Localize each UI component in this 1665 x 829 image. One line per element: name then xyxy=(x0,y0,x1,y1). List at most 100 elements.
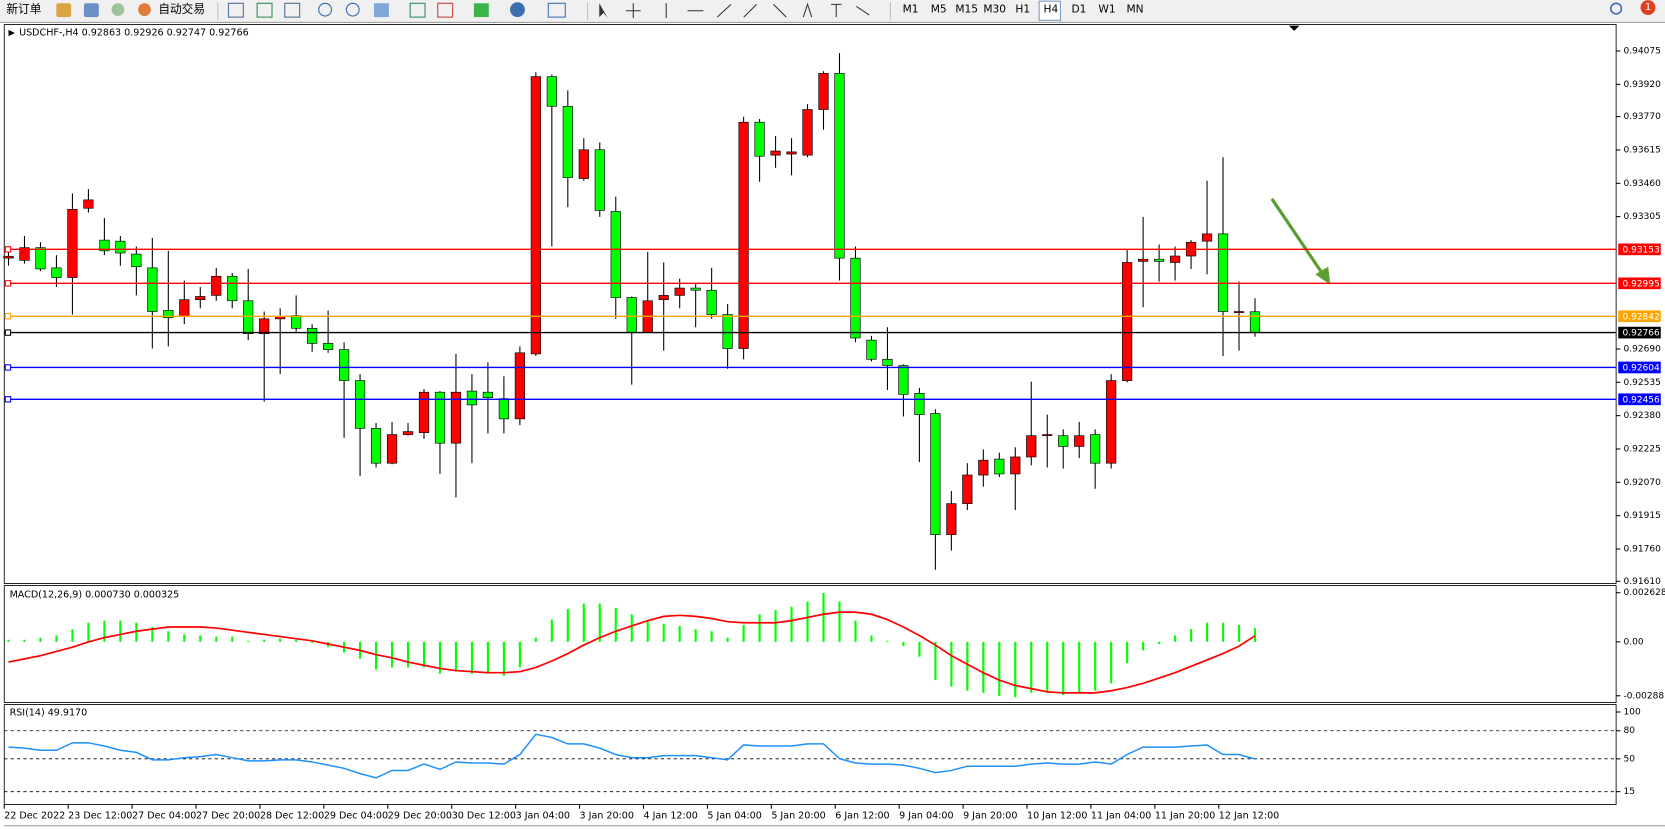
macd-bar xyxy=(406,641,410,668)
icon[interactable] xyxy=(510,2,525,18)
candle-body xyxy=(450,391,462,444)
timeframe-button[interactable]: MN xyxy=(1126,3,1143,16)
macd-bar xyxy=(55,635,58,642)
macd-bar xyxy=(1062,641,1065,696)
y-tick-label: 0.93615 xyxy=(1624,145,1661,155)
y-tick-label: 15 xyxy=(1624,787,1635,797)
candle-body xyxy=(1074,435,1085,447)
y-tick-label: 0.00 xyxy=(1624,637,1644,647)
y-tick-label: 80 xyxy=(1624,726,1636,736)
icon[interactable] xyxy=(56,3,72,18)
y-tick-label: 0.91915 xyxy=(1624,511,1661,521)
signal-line xyxy=(8,611,1256,694)
candle-body xyxy=(1058,435,1069,447)
x-tick-label: 11 Jan 04:00 xyxy=(1091,811,1151,822)
icon[interactable] xyxy=(374,3,389,18)
notification-badge[interactable] xyxy=(1640,0,1656,15)
macd-bar xyxy=(662,623,665,642)
level-handle xyxy=(4,396,12,403)
candle-body xyxy=(818,73,829,110)
timeframe-button[interactable]: M30 xyxy=(983,3,1006,16)
icon[interactable] xyxy=(547,2,566,18)
y-tick-label: 0.92535 xyxy=(1624,378,1661,388)
x-tick-label: 3 Jan 20:00 xyxy=(580,811,634,822)
macd-bar xyxy=(742,624,745,642)
candle-body xyxy=(370,428,382,464)
candle-body xyxy=(530,76,541,355)
timeframe-button[interactable]: H4 xyxy=(1043,3,1058,16)
x-tick-label: 27 Dec 04:00 xyxy=(132,811,196,822)
macd-bar xyxy=(678,625,681,642)
drawing-tools[interactable] xyxy=(665,3,787,19)
macd-bar xyxy=(566,608,569,642)
icon[interactable] xyxy=(473,3,489,18)
candle-body xyxy=(466,390,478,406)
auto-trading-button[interactable]: 自动交易 xyxy=(158,2,205,16)
x-tick-label: 22 Dec 2022 xyxy=(4,811,65,822)
y-tick-label: 50 xyxy=(1624,754,1636,764)
macd-bar xyxy=(1030,641,1033,693)
candle-body xyxy=(1217,233,1229,312)
panel-title: USDCHF-,H4 0.92863 0.92926 0.92747 0.927… xyxy=(19,28,249,39)
main-panel-frame xyxy=(3,24,1617,584)
x-tick-label: 3 Jan 04:00 xyxy=(516,811,570,822)
macd-bar xyxy=(39,637,42,642)
candle-body xyxy=(594,149,605,211)
timeframe-button[interactable]: M1 xyxy=(903,3,919,16)
selected-timeframe xyxy=(1038,0,1061,21)
candle-body xyxy=(259,318,270,335)
crosshair-icon[interactable] xyxy=(625,3,641,19)
new-order-button[interactable]: 新订单 xyxy=(6,2,41,16)
timeframe-button[interactable]: W1 xyxy=(1098,3,1115,16)
macd-bar xyxy=(263,639,266,642)
icon[interactable] xyxy=(318,2,333,17)
macd-bar xyxy=(151,627,154,642)
candle-body xyxy=(51,267,62,278)
macd-bar xyxy=(199,635,202,642)
timeframe-button[interactable]: H1 xyxy=(1015,3,1030,16)
y-tick-label: 0.93770 xyxy=(1624,112,1662,122)
icon[interactable] xyxy=(437,2,454,18)
candle-body xyxy=(307,327,318,344)
y-tick-label: 0.93305 xyxy=(1624,212,1661,222)
icon[interactable] xyxy=(256,2,273,18)
candle-body xyxy=(658,295,669,301)
icon[interactable] xyxy=(111,3,125,17)
icon[interactable] xyxy=(284,2,301,18)
icon[interactable] xyxy=(138,3,151,17)
macd-bar xyxy=(119,620,122,642)
macd-bar xyxy=(438,641,442,674)
candle-body xyxy=(195,296,206,301)
candle-body xyxy=(1249,311,1261,333)
macd-bar xyxy=(135,622,138,642)
level-label-bg xyxy=(1618,243,1661,256)
macd-bar xyxy=(854,620,857,642)
candle-body xyxy=(1154,258,1165,262)
candle-body xyxy=(754,121,765,157)
macd-bar xyxy=(982,641,985,693)
annotation-arrow xyxy=(1270,197,1331,285)
icon[interactable] xyxy=(83,3,99,18)
macd-bar xyxy=(790,606,793,642)
candle-body xyxy=(1138,258,1149,262)
candle-body xyxy=(291,315,302,329)
candle-body xyxy=(706,289,717,315)
candle-body xyxy=(67,209,78,278)
candle-body xyxy=(962,474,973,504)
candle-body xyxy=(1122,262,1133,381)
timeframe-button[interactable]: D1 xyxy=(1071,3,1086,16)
icon[interactable] xyxy=(227,2,244,18)
search-icon[interactable] xyxy=(1610,2,1623,15)
x-tick-label: 9 Jan 04:00 xyxy=(899,811,953,822)
icon[interactable] xyxy=(345,2,360,17)
candle-body xyxy=(1090,434,1101,464)
macd-bar xyxy=(998,641,1001,697)
macd-bar xyxy=(1094,641,1097,691)
timeframe-button[interactable]: M15 xyxy=(955,3,978,16)
macd-bar xyxy=(806,601,809,642)
drawing-tools[interactable] xyxy=(802,2,870,18)
icon[interactable] xyxy=(409,2,426,18)
macd-bar xyxy=(1142,641,1145,651)
macd-bar xyxy=(1158,641,1161,645)
timeframe-button[interactable]: M5 xyxy=(931,3,947,16)
